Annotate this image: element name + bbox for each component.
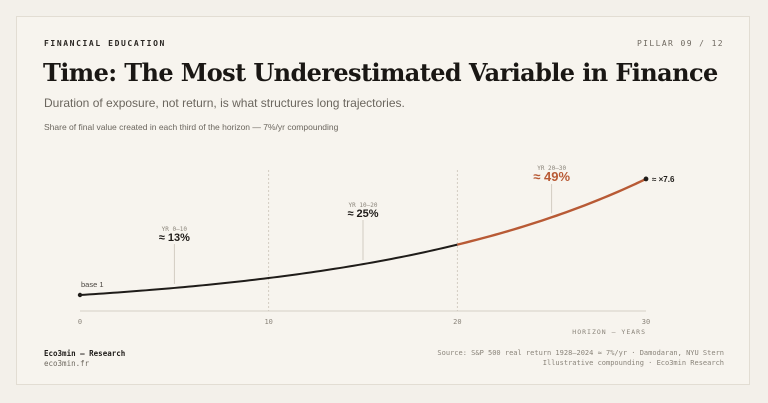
x-tick-label: 20 xyxy=(453,318,461,326)
end-point xyxy=(643,176,649,182)
footer-site: eco3min.fr xyxy=(44,359,90,368)
annotation-range: YR 10–20 xyxy=(349,202,378,209)
annotation-share: ≈ 13% xyxy=(159,232,190,244)
annotation-range: YR 20–30 xyxy=(537,165,566,172)
annotation-share: ≈ 25% xyxy=(347,208,378,220)
x-axis-title: HORIZON — YEARS xyxy=(572,328,646,336)
footer-source: Source: S&P 500 real return 1928–2024 ≈ … xyxy=(437,349,724,357)
x-tick-label: 0 xyxy=(78,318,82,326)
chart-caption: Share of final value created in each thi… xyxy=(44,122,339,132)
annotation-share: ≈ 49% xyxy=(533,169,570,184)
section-eyebrow: FINANCIAL EDUCATION xyxy=(44,39,166,48)
pillar-counter: PILLAR 09 / 12 xyxy=(636,39,724,48)
annotation-range: YR 0–10 xyxy=(162,226,188,233)
series-line-late xyxy=(457,177,647,246)
page-subtitle: Duration of exposure, not return, is wha… xyxy=(44,96,405,110)
end-label: ≈ ×7.6 xyxy=(652,175,675,184)
footer-note: Illustrative compounding · Eco3min Resea… xyxy=(542,359,724,367)
start-label: base 1 xyxy=(81,280,104,289)
start-point xyxy=(77,292,83,298)
page-title: Time: The Most Underestimated Variable i… xyxy=(43,58,718,87)
x-tick-label: 30 xyxy=(642,318,650,326)
x-tick-label: 10 xyxy=(264,318,272,326)
chart-card xyxy=(16,16,750,385)
footer-brand: Eco3min — Research xyxy=(44,349,126,358)
series-line-early xyxy=(79,243,458,296)
